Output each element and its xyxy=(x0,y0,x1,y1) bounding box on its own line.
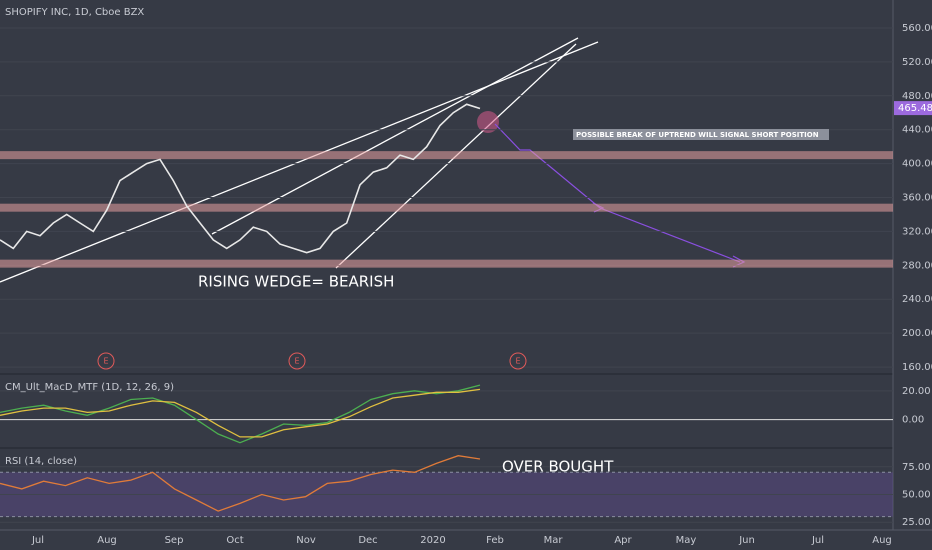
y-tick-label: 360.00 xyxy=(902,193,932,204)
trendline xyxy=(0,41,599,283)
event-marker xyxy=(509,352,527,370)
annotation: RISING WEDGE= BEARISH xyxy=(198,273,394,291)
pane-title: RSI (14, close) xyxy=(5,456,77,467)
chart-layer: 160.00 200.00 240.00 280.00 320.00 360.00 400.… xyxy=(0,7,932,546)
support-zone xyxy=(0,259,893,268)
y-tick-label: 20.00 xyxy=(902,386,931,397)
y-tick-label: 520.00 xyxy=(902,57,932,68)
y-tick-label: 75.00 xyxy=(902,462,931,473)
annotation: OVER BOUGHT xyxy=(502,458,614,476)
support-zone xyxy=(0,151,893,160)
x-tick-label: Sep xyxy=(165,535,184,546)
event-marker-label: E xyxy=(515,357,520,366)
x-tick-label: Nov xyxy=(296,535,316,546)
event-marker xyxy=(97,352,115,370)
x-tick-label: Apr xyxy=(614,535,632,546)
x-tick-label: Aug xyxy=(97,535,117,546)
y-tick-label: 160.00 xyxy=(902,362,932,373)
x-tick-label: Jul xyxy=(811,535,824,546)
x-tick-label: Oct xyxy=(226,535,243,546)
x-tick-label: Jun xyxy=(738,535,755,546)
annotation-box xyxy=(573,129,829,140)
series-line xyxy=(0,103,481,254)
x-tick-label: May xyxy=(676,535,697,546)
event-marker-label: E xyxy=(103,357,108,366)
y-tick-label: 320.00 xyxy=(902,226,932,237)
trendline xyxy=(211,37,579,235)
y-tick-label: 400.00 xyxy=(902,159,932,170)
event-marker-label: E xyxy=(294,357,299,366)
event-marker xyxy=(288,352,306,370)
series-line xyxy=(0,388,481,438)
break-highlight xyxy=(477,111,499,133)
y-tick-label: 25.00 xyxy=(902,517,931,528)
x-tick-label: Jul xyxy=(31,535,44,546)
pane-title: CM_Ult_MacD_MTF (1D, 12, 26, 9) xyxy=(5,382,174,393)
y-tick-label: 50.00 xyxy=(902,489,931,500)
series-line xyxy=(0,455,481,512)
y-tick-label: 440.00 xyxy=(902,125,932,136)
last-price-label: 465.48 xyxy=(898,103,932,114)
x-tick-label: Feb xyxy=(486,535,504,546)
y-tick-label: 0.00 xyxy=(902,415,924,426)
y-tick-label: 480.00 xyxy=(902,91,932,102)
annotation: POSSIBLE BREAK OF UPTREND WILL SIGNAL SH… xyxy=(576,131,819,139)
series-line xyxy=(0,384,481,444)
support-zone xyxy=(0,203,893,212)
projection-path xyxy=(494,123,741,263)
last-price-box xyxy=(894,101,932,116)
x-tick-label: Aug xyxy=(872,535,892,546)
y-tick-label: 240.00 xyxy=(902,294,932,305)
y-tick-label: 280.00 xyxy=(902,260,932,271)
x-tick-label: 2020 xyxy=(420,535,445,546)
x-tick-label: Mar xyxy=(544,535,564,546)
x-tick-label: Dec xyxy=(358,535,377,546)
pane-title: SHOPIFY INC, 1D, Cboe BZX xyxy=(5,7,144,18)
y-tick-label: 200.00 xyxy=(902,328,932,339)
y-tick-label: 560.00 xyxy=(902,23,932,34)
